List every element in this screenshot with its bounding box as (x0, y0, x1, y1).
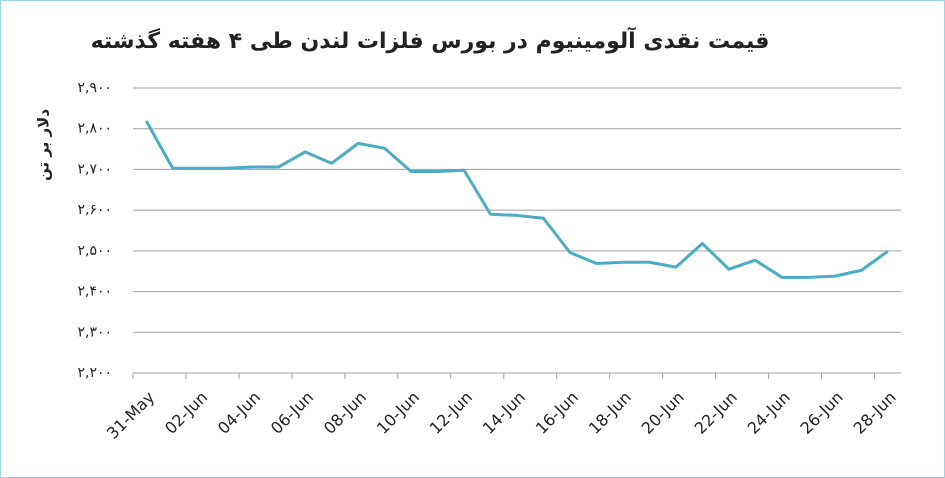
y-tick-label: ۲,۸۰۰ (77, 121, 112, 137)
y-tick-label: ۲,۳۰۰ (77, 324, 112, 340)
y-tick-label: ۲,۲۰۰ (77, 365, 112, 381)
y-tick-label: ۲,۶۰۰ (77, 202, 112, 218)
y-tick-label: ۲,۴۰۰ (77, 284, 112, 300)
chart-title: قیمت نقدی آلومینیوم در بورس فلزات لندن ط… (91, 26, 770, 54)
y-axis-label: دلار بر تن (35, 109, 53, 181)
y-tick-label: ۲,۷۰۰ (77, 161, 112, 177)
y-tick-label: ۲,۵۰۰ (77, 243, 112, 259)
line-series (144, 120, 889, 279)
y-tick-label: ۲,۹۰۰ (77, 80, 112, 96)
